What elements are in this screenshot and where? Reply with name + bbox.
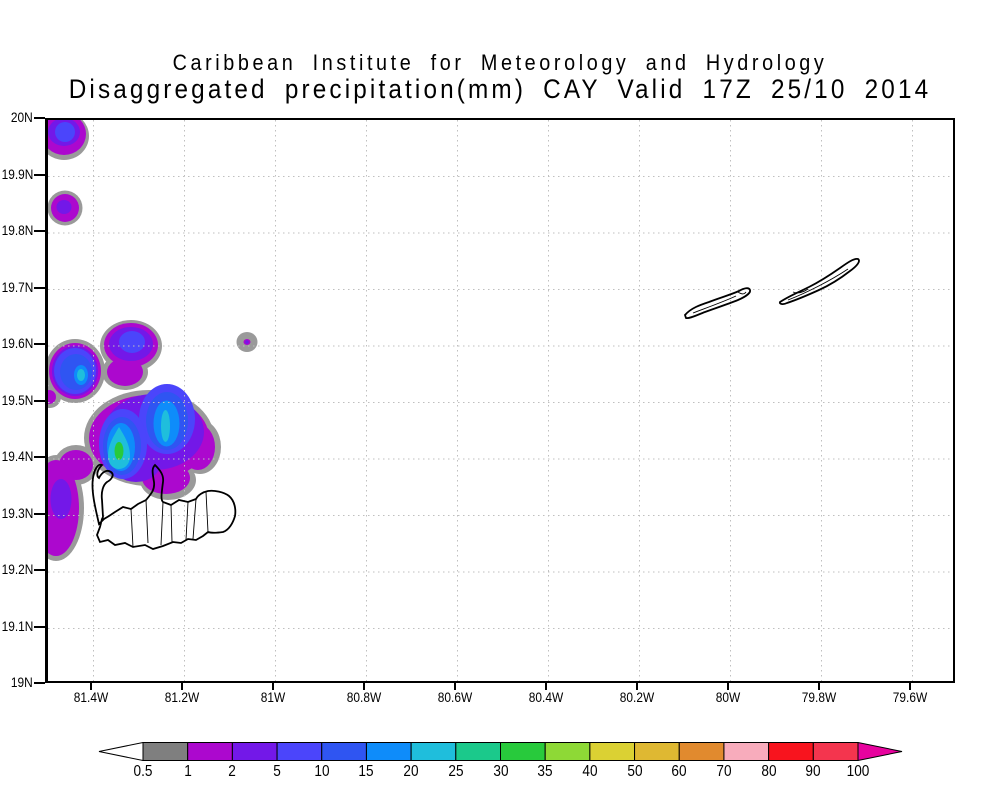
colorbar-label: 5 xyxy=(273,763,281,780)
y-axis-tick xyxy=(34,117,45,119)
colorbar-segment xyxy=(500,742,546,761)
coastline-layer xyxy=(91,257,860,550)
island-grand-cayman xyxy=(91,463,237,550)
y-axis-label: 19.1N xyxy=(1,617,33,634)
colorbar-label: 0.5 xyxy=(133,763,153,780)
x-axis-tick xyxy=(362,683,365,690)
y-axis-tick xyxy=(34,173,45,176)
colorbar-segment xyxy=(678,742,725,761)
y-axis-tick xyxy=(34,343,45,345)
colorbar-segment xyxy=(768,742,814,761)
colorbar-label: 60 xyxy=(671,763,687,780)
colorbar-label: 2 xyxy=(228,763,237,780)
colorbar-segment xyxy=(723,742,770,761)
y-axis-label: 19.3N xyxy=(1,504,33,521)
colorbar-over-arrow xyxy=(857,741,903,762)
grid-layer xyxy=(48,120,953,681)
y-axis-tick xyxy=(34,682,45,684)
x-axis-label: 81.2W xyxy=(164,689,199,705)
colorbar-label: 10 xyxy=(314,763,330,780)
y-axis-label: 19.5N xyxy=(1,391,33,408)
colorbar-segment xyxy=(589,742,636,761)
precip-level-30 xyxy=(114,442,124,460)
colorbar-label: 1 xyxy=(183,763,192,780)
y-axis-tick xyxy=(34,456,45,458)
colorbar-segment xyxy=(410,742,457,761)
colorbar-segment xyxy=(187,742,233,761)
island-little-cayman xyxy=(683,287,751,320)
colorbar-segment xyxy=(634,742,680,761)
colorbar-label: 50 xyxy=(626,763,643,780)
colorbar-label: 25 xyxy=(448,763,464,780)
colorbar-segment xyxy=(276,742,323,761)
colorbar-label: 30 xyxy=(492,763,509,780)
x-axis-label: 80.2W xyxy=(619,689,654,705)
colorbar-segment xyxy=(142,742,189,761)
colorbar-label: 100 xyxy=(846,763,870,780)
x-axis-tick xyxy=(271,683,274,690)
y-axis-label: 19.2N xyxy=(1,561,33,577)
colorbar-segment xyxy=(231,742,278,761)
precip-shading-layer xyxy=(48,120,258,561)
y-axis-label: 19N xyxy=(11,674,33,690)
y-axis-label: 20N xyxy=(11,109,33,125)
chart-title: Caribbean Institute for Meteorology and … xyxy=(172,50,828,75)
x-axis-label: 79.6W xyxy=(892,689,927,705)
colorbar-bar xyxy=(98,741,903,762)
map-plot-area xyxy=(45,118,955,683)
x-axis-tick xyxy=(89,683,92,690)
colorbar-segment xyxy=(455,742,501,761)
x-axis-label: 81W xyxy=(260,689,285,705)
y-axis-label: 19.8N xyxy=(1,222,33,238)
x-axis-tick xyxy=(544,683,547,690)
y-axis-tick xyxy=(34,286,45,289)
colorbar-segment xyxy=(321,742,367,761)
x-axis-tick xyxy=(453,683,456,690)
y-axis-label: 19.7N xyxy=(1,278,33,295)
colorbar-label: 15 xyxy=(358,763,375,780)
x-axis-label: 80.6W xyxy=(437,689,472,705)
island-cayman-brac xyxy=(778,257,860,305)
x-axis-label: 80.4W xyxy=(528,689,563,705)
x-axis-tick xyxy=(635,683,638,690)
x-axis-label: 80W xyxy=(715,689,740,705)
colorbar: 0.5 1 2 5 10 15 20 25 30 35 40 50 60 70 80 90 100 xyxy=(98,741,903,782)
colorbar-label: 35 xyxy=(537,763,553,780)
y-axis-tick xyxy=(34,512,45,515)
colorbar-segment xyxy=(365,742,412,761)
colorbar-segment xyxy=(812,742,859,761)
colorbar-under-arrow xyxy=(98,741,144,762)
y-axis-tick xyxy=(34,625,45,628)
x-axis-tick xyxy=(180,683,183,690)
y-axis-label: 19.6N xyxy=(1,335,33,351)
x-axis-tick xyxy=(908,683,911,690)
y-axis-tick xyxy=(34,230,45,232)
y-axis-tick xyxy=(34,399,45,402)
colorbar-label: 70 xyxy=(716,763,732,780)
x-axis-tick xyxy=(817,683,820,690)
map-canvas xyxy=(48,120,953,681)
y-axis-label: 19.4N xyxy=(1,448,33,464)
x-axis-label: 79.8W xyxy=(801,689,836,705)
y-axis-tick xyxy=(34,569,45,571)
x-axis-label: 80.8W xyxy=(346,689,381,705)
chart-subtitle: Disaggregated precipitation(mm) CAY Vali… xyxy=(68,74,932,104)
colorbar-label: 40 xyxy=(582,763,598,780)
x-axis-label: 81.4W xyxy=(73,689,108,705)
x-axis-tick xyxy=(726,683,729,690)
colorbar-segment xyxy=(544,742,591,761)
colorbar-label: 20 xyxy=(403,763,419,780)
colorbar-label: 80 xyxy=(761,763,777,780)
colorbar-label: 90 xyxy=(805,763,821,780)
y-axis-label: 19.9N xyxy=(1,165,33,182)
